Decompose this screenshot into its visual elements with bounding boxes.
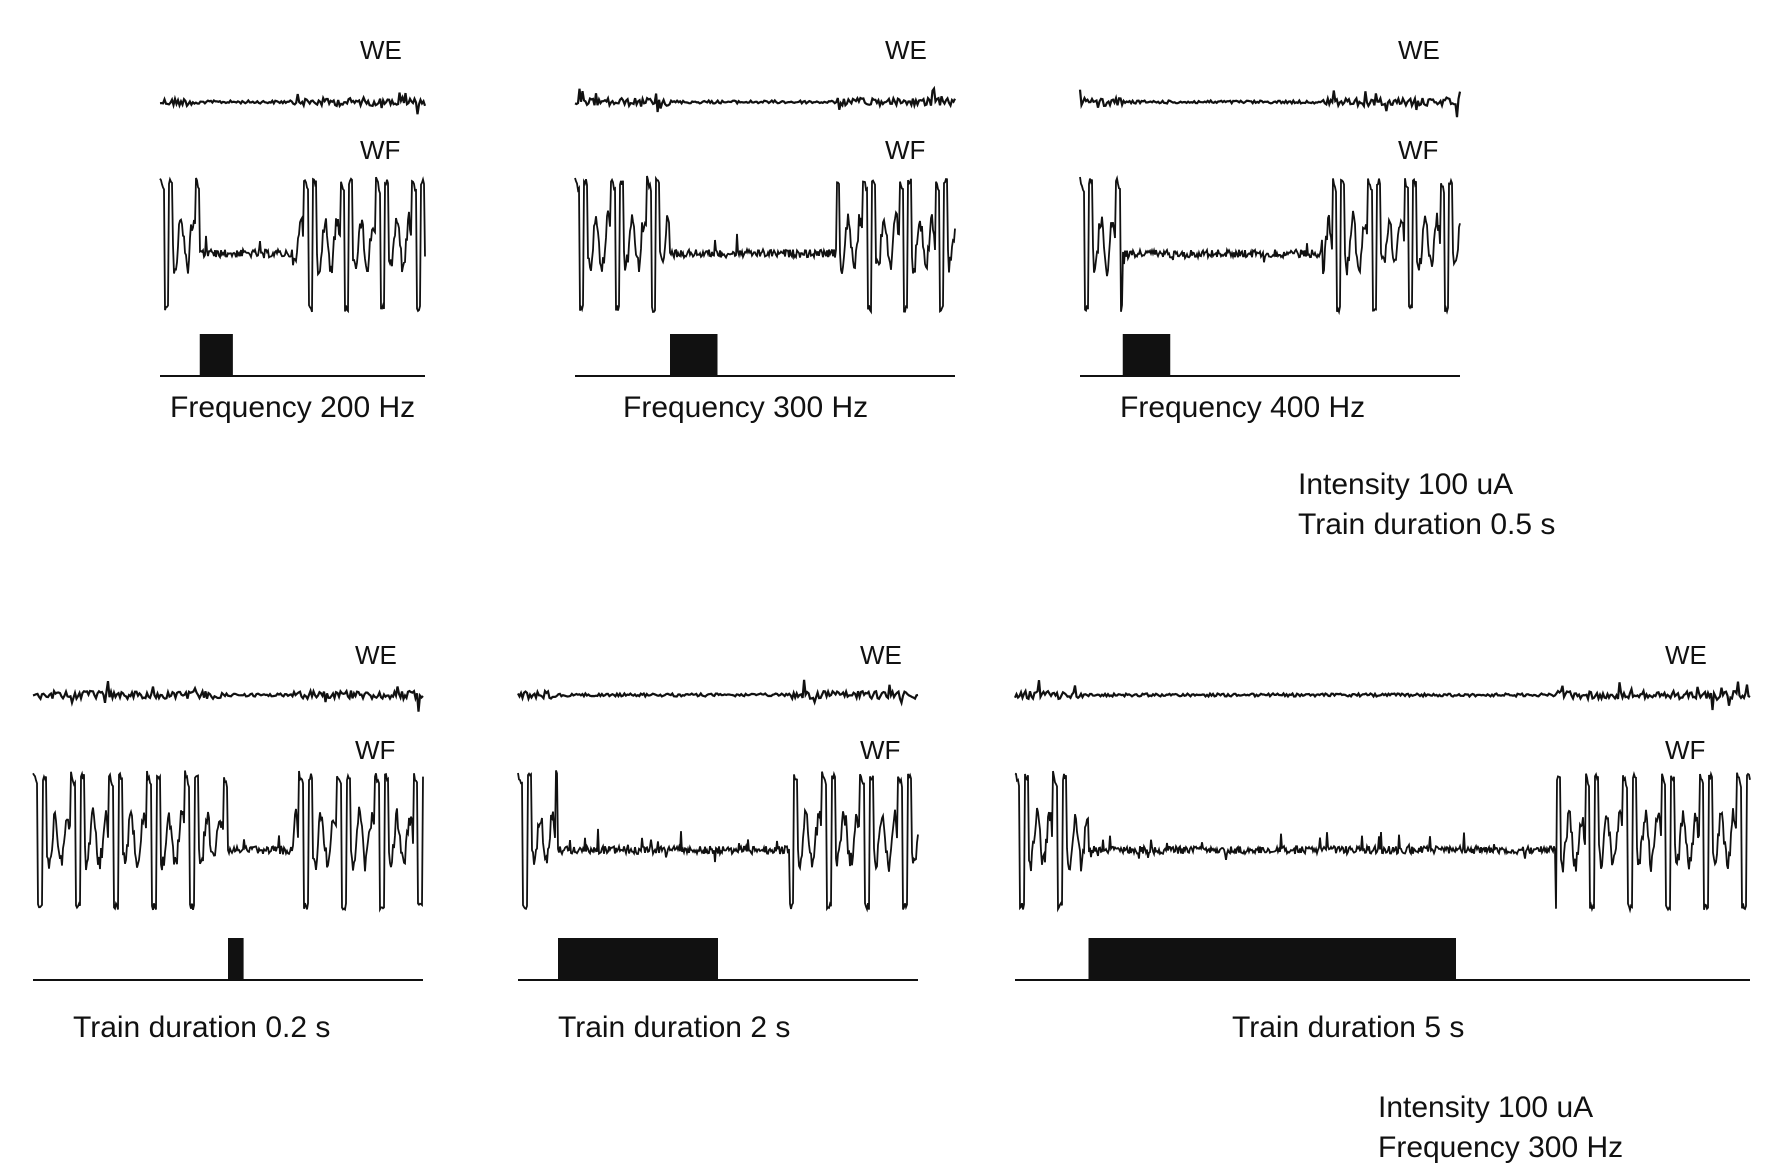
- we-trace: [574, 85, 956, 113]
- we-trace: [517, 679, 919, 707]
- wf-label: WF: [885, 135, 926, 165]
- figure: WE WF Frequency 200 Hz WE WF Frequency 3…: [32, 30, 1751, 1164]
- condition-train-duration: Train duration 0.5 s: [1298, 508, 1556, 541]
- caption-train-duration-5: Train duration 5 s: [1232, 1011, 1465, 1044]
- stimulus-block: [199, 334, 233, 376]
- wf-label: WF: [1665, 735, 1706, 765]
- conditions-top: Intensity 100 uA Train duration 0.5 s: [1298, 465, 1555, 545]
- wf-label: WF: [1398, 135, 1439, 165]
- we-trace: [159, 92, 427, 115]
- wf-trace: [1079, 175, 1461, 316]
- we-label: WE: [1398, 35, 1440, 65]
- caption-train-duration-0-2: Train duration 0.2 s: [73, 1011, 331, 1044]
- stimulus-block: [228, 938, 244, 980]
- panel-train-duration-2: WE WF: [517, 635, 919, 990]
- condition-intensity: Intensity 100 uA: [1378, 1091, 1594, 1124]
- stimulus-block: [558, 938, 718, 980]
- we-label: WE: [1665, 640, 1707, 670]
- caption-frequency-300: Frequency 300 Hz: [623, 391, 869, 424]
- we-label: WE: [360, 35, 402, 65]
- condition-intensity: Intensity 100 uA: [1298, 468, 1514, 501]
- we-label: WE: [355, 640, 397, 670]
- panel-traces-svg: [159, 92, 427, 377]
- panel-frequency-400: WE WF: [1078, 30, 1462, 380]
- wf-trace: [1014, 770, 1751, 914]
- conditions-bottom: Intensity 100 uA Frequency 300 Hz: [1378, 1088, 1623, 1168]
- panel-traces-svg: [1078, 89, 1462, 377]
- wf-trace: [574, 175, 956, 315]
- wf-trace: [517, 770, 919, 913]
- panel-frequency-200: WE WF: [159, 30, 427, 380]
- caption-frequency-200: Frequency 200 Hz: [170, 391, 416, 424]
- panel-frequency-300: WE WF: [574, 30, 956, 380]
- condition-frequency: Frequency 300 Hz: [1378, 1131, 1624, 1164]
- stimulus-block: [1122, 334, 1171, 376]
- wf-label: WF: [860, 735, 901, 765]
- caption-train-duration-2: Train duration 2 s: [558, 1011, 791, 1044]
- panel-traces-svg: [574, 85, 956, 377]
- wf-trace: [32, 770, 424, 913]
- panel-traces-svg: [1013, 680, 1751, 981]
- panel-traces-svg: [517, 679, 919, 981]
- we-trace: [32, 680, 424, 712]
- wf-label: WF: [360, 135, 401, 165]
- stimulus-block: [1088, 938, 1456, 980]
- panel-traces-svg: [32, 680, 424, 981]
- wf-label: WF: [355, 735, 396, 765]
- caption-frequency-400: Frequency 400 Hz: [1120, 391, 1366, 424]
- we-label: WE: [860, 640, 902, 670]
- we-trace: [1078, 89, 1462, 118]
- we-trace: [1013, 680, 1751, 711]
- panel-train-duration-0-2: WE WF: [32, 635, 424, 990]
- panel-train-duration-5: WE WF: [1013, 635, 1751, 990]
- we-label: WE: [885, 35, 927, 65]
- stimulus-block: [670, 334, 718, 376]
- wf-trace: [159, 176, 426, 314]
